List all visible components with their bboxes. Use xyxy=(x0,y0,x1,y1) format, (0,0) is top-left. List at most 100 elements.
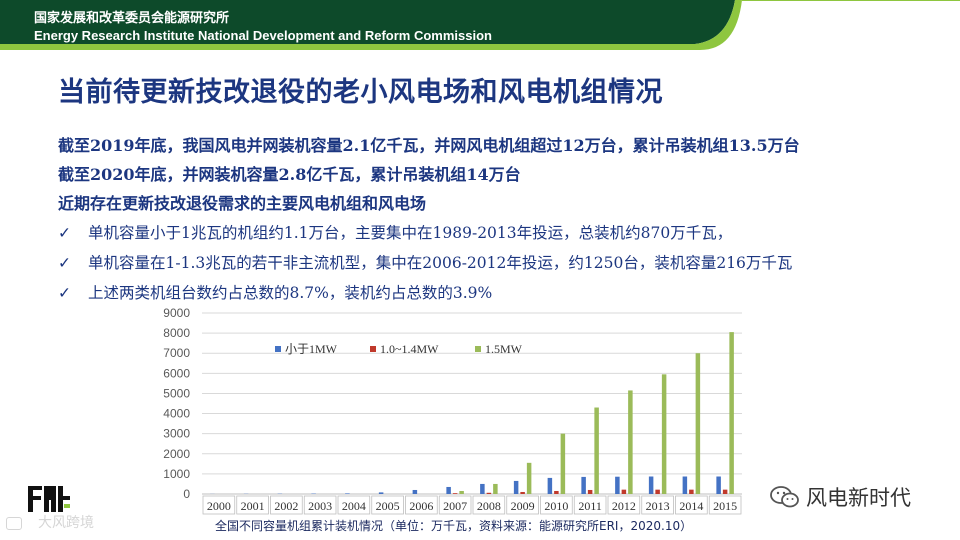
bar-0 xyxy=(412,489,418,494)
bar-1 xyxy=(655,489,660,494)
x-tick-label: 2008 xyxy=(477,499,501,513)
watermark-left: 大风跨境 xyxy=(6,512,94,532)
y-tick-label: 6000 xyxy=(163,366,190,380)
x-tick-label: 2015 xyxy=(713,499,737,513)
watermark-right-text: 风电新时代 xyxy=(806,486,911,510)
bar-0 xyxy=(648,476,654,494)
x-tick-label: 2004 xyxy=(342,499,366,513)
institute-logo xyxy=(26,482,72,520)
header-banner-shape xyxy=(0,0,960,50)
org-name-cn: 国家发展和改革委员会能源研究所 xyxy=(34,11,230,26)
x-tick-cell xyxy=(337,495,371,515)
x-tick-cell xyxy=(371,495,404,515)
x-tick-label: 2014 xyxy=(679,499,703,513)
y-tick-label: 4000 xyxy=(163,407,190,421)
y-tick-label: 0 xyxy=(183,487,190,501)
summary-line-3: 近期存在更新技改退役需求的主要风电机组和风电场 xyxy=(58,194,427,213)
bar-2 xyxy=(729,332,734,494)
x-tick-cell xyxy=(270,495,303,515)
summary-line-2: 截至2020年底，并网装机容量2.8亿千瓦，累计吊装机组14万台 xyxy=(58,165,521,184)
bar-0 xyxy=(378,492,384,494)
bar-0 xyxy=(682,476,688,494)
y-tick-label: 8000 xyxy=(163,326,190,340)
x-tick-label: 2001 xyxy=(241,499,265,513)
bar-1 xyxy=(722,489,728,494)
check-icon: ✓ xyxy=(58,254,71,272)
x-tick-cell xyxy=(438,495,472,515)
bullet-text-2: 单机容量在1-1.3兆瓦的若干非主流机型，集中在2006-2012年投运，约12… xyxy=(88,254,793,272)
x-tick-label: 2011 xyxy=(578,499,602,513)
bullet-item-3: ✓ 上述两类机组台数约占总数的8.7%，装机约占总数的3.9% xyxy=(58,281,492,303)
bar-2 xyxy=(526,462,532,494)
x-tick-cell xyxy=(202,495,236,515)
x-tick-label: 2005 xyxy=(376,499,400,513)
bullet-item-1: ✓ 单机容量小于1兆瓦的机组约1.1万台，主要集中在1989-2013年投运，总装… xyxy=(58,221,732,243)
legend-swatch xyxy=(475,346,481,352)
legend-swatch xyxy=(370,346,376,352)
summary-line-1: 截至2019年底，我国风电并网装机容量2.1亿千瓦，并网风电机组超过12万台，累… xyxy=(58,136,800,155)
bar-2 xyxy=(628,390,633,494)
bar-2 xyxy=(661,374,667,494)
bar-2 xyxy=(695,353,701,494)
y-tick-label: 5000 xyxy=(163,386,190,400)
chart-caption: 全国不同容量机组累计装机情况（单位：万千瓦，资料来源：能源研究所ERI，2020… xyxy=(215,519,693,533)
bar-0 xyxy=(581,476,586,494)
wechat-icon xyxy=(770,485,800,514)
watermark-right: 风电新时代 xyxy=(770,482,911,514)
legend-label: 小于1MW xyxy=(285,342,338,356)
bar-0 xyxy=(480,483,485,494)
x-tick-cell xyxy=(641,495,674,515)
bullet-text-1: 单机容量小于1兆瓦的机组约1.1万台，主要集中在1989-2013年投运，总装机… xyxy=(88,224,733,242)
bar-1 xyxy=(554,490,559,494)
x-tick-label: 2006 xyxy=(409,499,433,513)
header-banner: 国家发展和改革委员会能源研究所 Energy Research Institut… xyxy=(0,0,960,52)
slide-title: 当前待更新技改退役的老小风电场和风电机组情况 xyxy=(58,77,663,108)
bar-0 xyxy=(547,477,553,494)
capacity-bar-chart: 0 1000 2000 3000 4000 5000 6000 7000 8000 9000 200… xyxy=(163,306,742,515)
x-tick-cell xyxy=(708,495,742,515)
y-tick-label: 3000 xyxy=(163,427,190,441)
x-tick-cell xyxy=(573,495,607,515)
x-tick-label: 2007 xyxy=(443,499,467,513)
bar-1 xyxy=(621,489,627,494)
x-tick-label: 2002 xyxy=(274,499,298,513)
bar-1 xyxy=(587,489,593,494)
x-tick-label: 2012 xyxy=(612,499,636,513)
x-tick-cell xyxy=(506,495,539,515)
bar-2 xyxy=(459,490,464,494)
bar-1 xyxy=(486,492,492,494)
x-tick-label: 2000 xyxy=(207,499,231,513)
legend-label: 1.0~1.4MW xyxy=(380,342,439,356)
y-tick-label: 7000 xyxy=(163,346,190,360)
y-tick-label: 1000 xyxy=(163,467,190,481)
legend-label: 1.5MW xyxy=(485,342,523,356)
x-tick-label: 2013 xyxy=(646,499,670,513)
watermark-left-text: 大风跨境 xyxy=(38,515,94,531)
x-tick-cell xyxy=(607,495,641,515)
x-tick-cell xyxy=(472,495,506,515)
check-icon: ✓ xyxy=(58,284,71,302)
camera-icon xyxy=(6,516,22,530)
bar-0 xyxy=(345,493,350,494)
x-tick-cell xyxy=(540,495,573,515)
bar-2 xyxy=(560,433,566,494)
bar-0 xyxy=(446,486,451,494)
bullet-text-3: 上述两类机组台数约占总数的8.7%，装机约占总数的3.9% xyxy=(88,284,493,302)
check-icon: ✓ xyxy=(58,224,71,242)
y-tick-label: 9000 xyxy=(163,306,190,320)
bar-0 xyxy=(716,476,721,494)
x-tick-label: 2009 xyxy=(511,499,535,513)
x-tick-label: 2003 xyxy=(308,499,332,513)
bar-0 xyxy=(615,476,620,494)
bar-0 xyxy=(513,480,519,494)
bar-1 xyxy=(452,493,458,494)
bar-2 xyxy=(493,483,498,494)
bullet-item-2: ✓ 单机容量在1-1.3兆瓦的若干非主流机型，集中在2006-2012年投运，约1… xyxy=(58,251,792,273)
x-tick-cell xyxy=(405,495,438,515)
org-name-en: Energy Research Institute National Devel… xyxy=(34,28,492,43)
legend-swatch xyxy=(275,346,281,352)
bar-2 xyxy=(594,407,599,494)
x-tick-cell xyxy=(303,495,337,515)
bar-1 xyxy=(689,489,694,494)
bar-1 xyxy=(520,491,525,494)
